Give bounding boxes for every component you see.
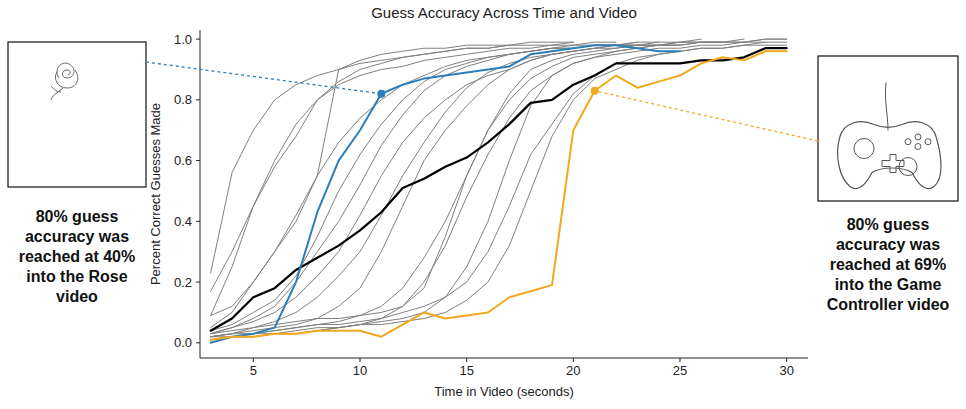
annotation-text: 80% guessaccuracy wasreached at 40%into … — [19, 208, 136, 305]
video-line — [211, 39, 787, 340]
controller-stick — [854, 139, 874, 159]
y-tick — [196, 342, 200, 343]
x-tick-label: 20 — [566, 363, 580, 378]
video-line — [211, 42, 574, 273]
x-tick-label: 25 — [673, 363, 687, 378]
x-tick-label: 30 — [779, 363, 793, 378]
x-tick-label: 15 — [459, 363, 473, 378]
chart: Guess Accuracy Across Time and Video 5 10 1… — [0, 0, 966, 409]
video-line — [211, 42, 787, 340]
image-frame — [8, 42, 146, 187]
video-line — [211, 45, 787, 337]
image-frame — [818, 56, 958, 201]
mean-line — [211, 48, 787, 330]
image-sketch — [838, 83, 941, 189]
plot-area — [211, 39, 787, 343]
x-tick-label: 5 — [250, 363, 257, 378]
y-tick-label: 0.0 — [174, 335, 192, 350]
annotation-point — [591, 87, 599, 95]
x-tick — [360, 358, 361, 362]
controller-button — [905, 139, 911, 145]
controller-button — [925, 139, 931, 145]
leader-line — [146, 62, 381, 94]
controller-button — [915, 144, 921, 150]
y-axis — [200, 30, 201, 358]
x-tick — [253, 358, 254, 362]
x-tick — [466, 358, 467, 362]
video-line — [211, 45, 638, 334]
controller-sketch — [838, 122, 941, 189]
annotation-text: 80% guessaccuracy wasreached at 69%into … — [827, 216, 950, 313]
video-line — [211, 39, 787, 337]
y-tick-label: 0.6 — [174, 153, 192, 168]
y-tick — [196, 221, 200, 222]
controller-button — [915, 134, 921, 140]
controller-dpad — [882, 155, 904, 173]
annotation-point — [377, 90, 385, 98]
y-tick-label: 0.4 — [174, 214, 192, 229]
highlight-line — [211, 51, 787, 340]
highlight-line — [211, 45, 680, 343]
x-axis-title: Time in Video (seconds) — [434, 384, 573, 399]
video-line — [211, 42, 723, 337]
y-tick — [196, 160, 200, 161]
x-tick-label: 10 — [353, 363, 367, 378]
leader-line — [595, 91, 818, 141]
x-axis — [200, 358, 808, 359]
y-tick — [196, 282, 200, 283]
y-tick — [196, 99, 200, 100]
controller-cable — [885, 83, 888, 131]
y-tick-label: 0.2 — [174, 275, 192, 290]
video-line — [211, 42, 766, 340]
y-tick-label: 1.0 — [174, 32, 192, 47]
image-sketch — [51, 63, 78, 100]
video-line — [211, 45, 680, 334]
rose-sketch — [51, 63, 78, 100]
x-tick — [680, 358, 681, 362]
x-tick — [573, 358, 574, 362]
y-tick — [196, 39, 200, 40]
y-axis-title: Percent Correct Guesses Made — [148, 103, 163, 285]
video-line — [211, 42, 574, 327]
title: Guess Accuracy Across Time and Video — [371, 4, 637, 21]
y-tick-label: 0.8 — [174, 92, 192, 107]
x-tick — [786, 358, 787, 362]
